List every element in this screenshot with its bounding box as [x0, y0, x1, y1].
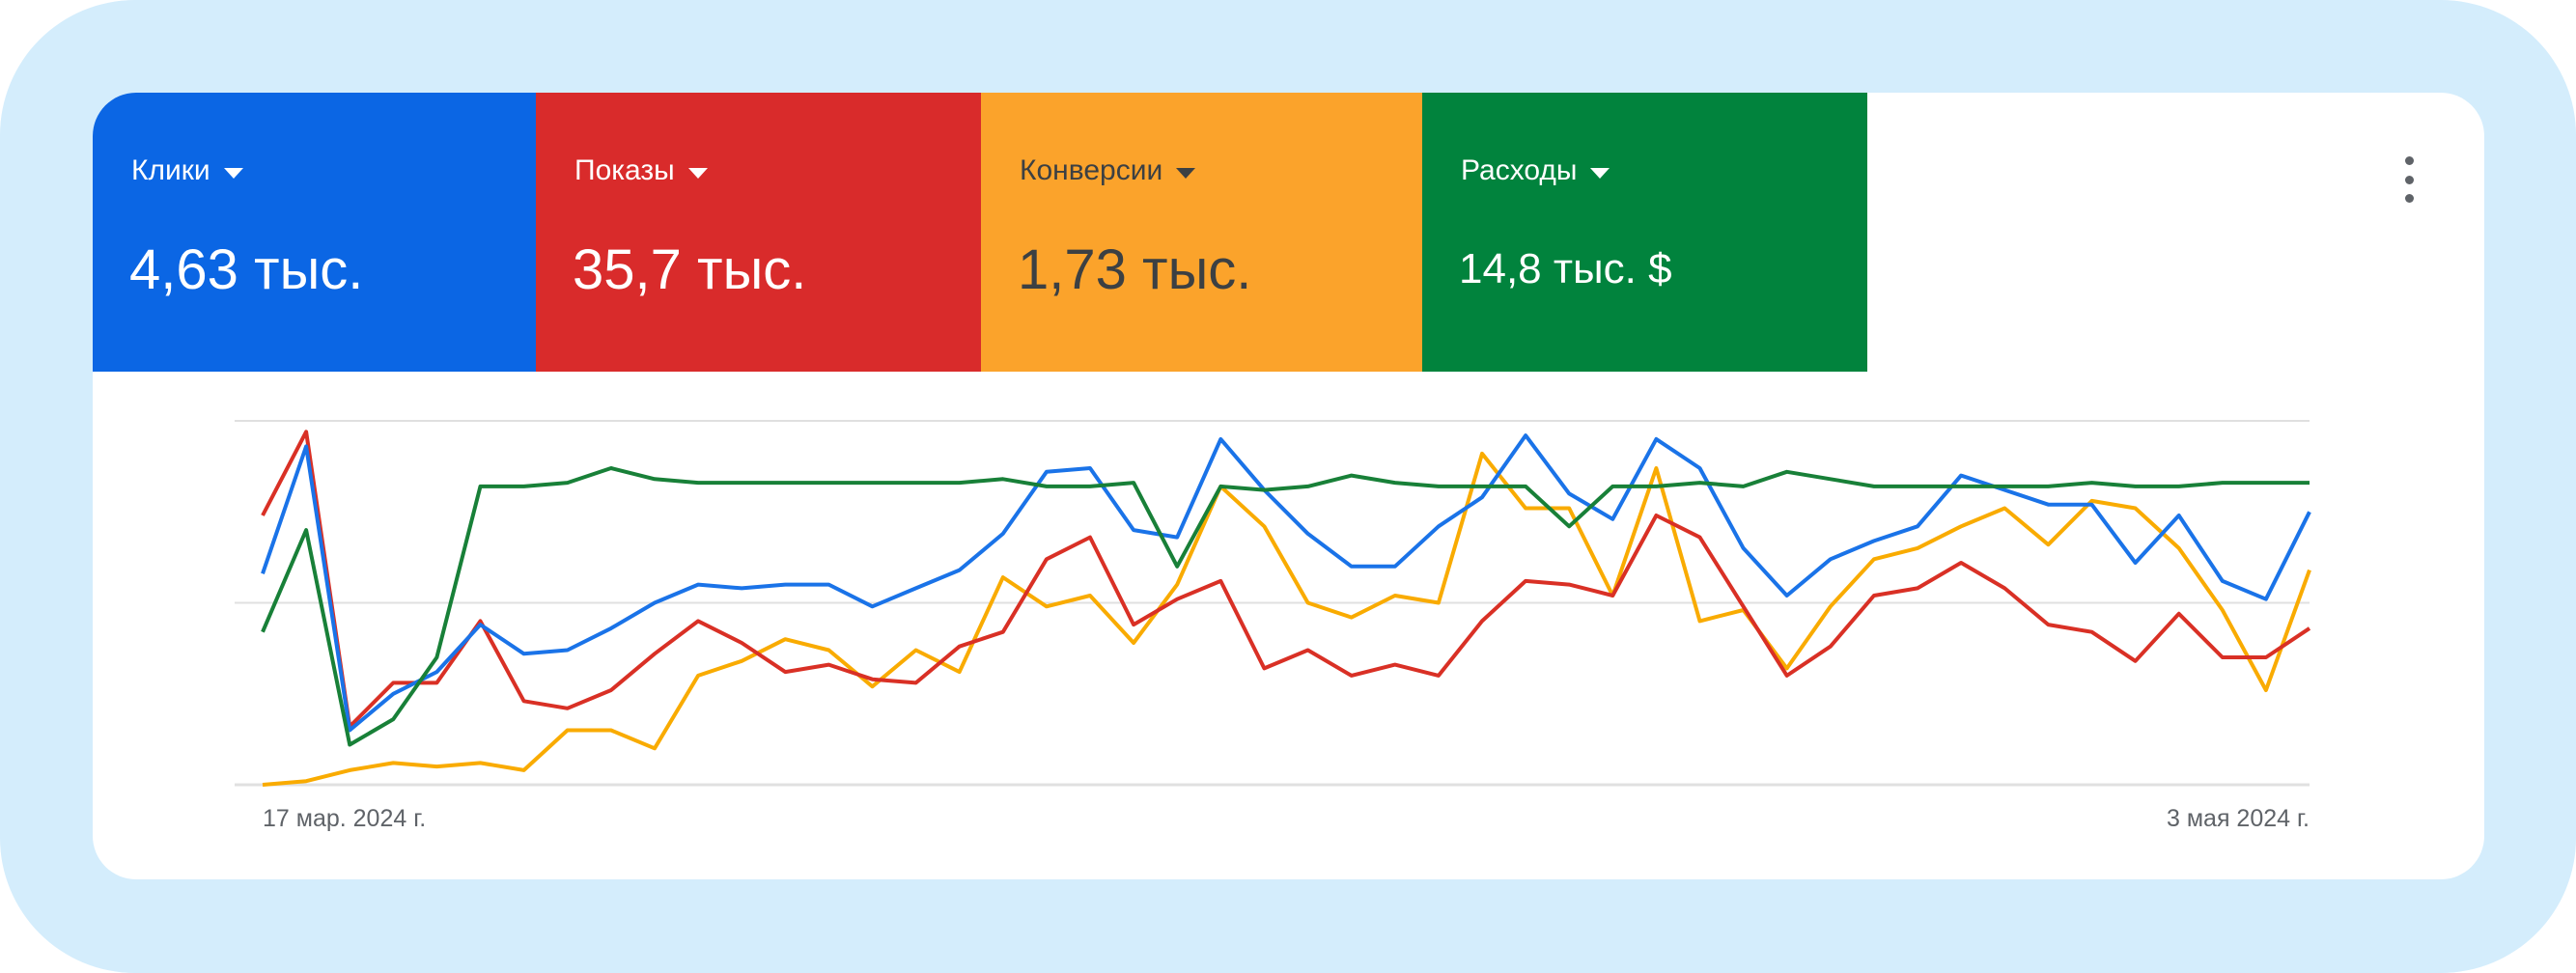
metric-value: 14,8 тыс. $	[1459, 245, 1672, 292]
metric-tile-clicks[interactable]: Клики 4,63 тыс.	[93, 93, 538, 372]
caret-down-icon	[1176, 167, 1196, 179]
x-tick-label-start: 17 мар. 2024 г.	[263, 805, 427, 832]
caret-down-icon	[1590, 167, 1610, 179]
metric-tile-impressions[interactable]: Показы 35,7 тыс.	[536, 93, 981, 372]
metric-tile-conversions[interactable]: Конверсии 1,73 тыс.	[981, 93, 1426, 372]
metric-label: Показы	[574, 154, 675, 186]
metric-label: Расходы	[1461, 154, 1578, 186]
metric-label: Конверсии	[1020, 154, 1163, 186]
metric-label: Клики	[131, 154, 210, 186]
metric-selector-conversions[interactable]: Конверсии	[1020, 154, 1196, 187]
metric-value: 35,7 тыс.	[573, 238, 807, 301]
series-line-clicks	[261, 433, 2311, 733]
metric-selector-clicks[interactable]: Клики	[131, 154, 243, 187]
line-chart	[235, 420, 2311, 787]
performance-card: Клики 4,63 тыс. Показы 35,7 тыс. Конверс…	[93, 93, 2484, 879]
metric-value: 1,73 тыс.	[1018, 238, 1252, 301]
metric-selector-cost[interactable]: Расходы	[1461, 154, 1610, 187]
more-vert-icon[interactable]	[2394, 156, 2423, 203]
series-line-conversions	[262, 451, 2311, 787]
metric-value: 4,63 тыс.	[129, 238, 364, 301]
metric-selector-impressions[interactable]: Показы	[574, 154, 708, 187]
series-line-impressions	[261, 430, 2311, 729]
metric-tile-cost[interactable]: Расходы 14,8 тыс. $	[1422, 93, 1867, 372]
caret-down-icon	[687, 167, 708, 179]
x-tick-label-end: 3 мая 2024 г.	[2167, 805, 2310, 832]
caret-down-icon	[223, 167, 243, 179]
series-line-cost	[261, 466, 2310, 747]
